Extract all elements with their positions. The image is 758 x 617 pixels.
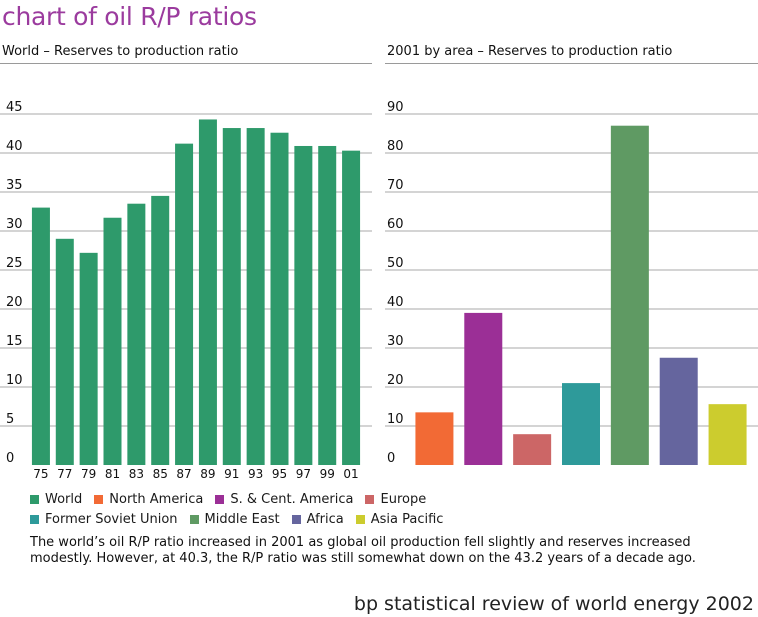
right-chart-title: 2001 by area – Reserves to production ra… <box>387 44 673 59</box>
legend-label: Europe <box>380 491 427 507</box>
caption-text: The world’s oil R/P ratio increased in 2… <box>30 535 696 566</box>
legend-item-asia-pacific: Asia Pacific <box>355 511 444 527</box>
x-tick-label: 91 <box>224 467 239 481</box>
bar-81 <box>103 217 122 465</box>
bar-europe <box>513 434 552 465</box>
x-tick-label: 81 <box>105 467 120 481</box>
x-tick-label: 89 <box>200 467 215 481</box>
y-tick-label: 50 <box>387 256 404 271</box>
x-tick-label: 99 <box>320 467 335 481</box>
bar-95 <box>270 132 289 465</box>
bar-africa <box>659 357 698 465</box>
y-tick-label: 35 <box>6 178 23 193</box>
x-tick-label: 83 <box>129 467 144 481</box>
legend-swatch <box>30 494 39 504</box>
footer-source: bp statistical review of world energy 20… <box>353 593 754 615</box>
legend-swatch <box>94 494 104 504</box>
x-tick-label: 95 <box>272 467 287 481</box>
legend-item-europe: Europe <box>365 492 426 507</box>
x-tick-label: 93 <box>248 467 263 481</box>
y-tick-label: 0 <box>387 451 395 466</box>
legend-swatch <box>215 494 225 504</box>
bar-87 <box>175 143 194 465</box>
bar-85 <box>151 195 170 465</box>
bar-97 <box>294 145 313 466</box>
y-tick-label: 45 <box>6 100 23 115</box>
bar-89 <box>198 119 217 466</box>
x-tick-label: 01 <box>343 467 358 481</box>
legend-label: Asia Pacific <box>370 511 444 527</box>
x-tick-label: 75 <box>33 467 48 481</box>
bar-99 <box>318 145 337 466</box>
world-rp-chart: 0 5 10 15 20 25 30 35 40 45 75 77 79 81 83 85 87 89 91 93 95… <box>0 100 372 481</box>
bar-93 <box>246 128 265 466</box>
bar-79 <box>79 252 98 465</box>
legend-item-africa: Africa <box>291 511 344 527</box>
legend-item-north-america: North America <box>94 492 203 507</box>
legend-swatch <box>189 514 199 524</box>
bar-75 <box>31 207 50 465</box>
x-tick-label: 79 <box>81 467 96 481</box>
legend-item-former-soviet-union: Former Soviet Union <box>30 512 178 527</box>
legend: World North America S. & Cent. America Euro… <box>30 489 490 529</box>
y-tick-label: 30 <box>387 334 404 349</box>
x-tick-label: 87 <box>176 467 191 481</box>
legend-item-middle-east: Middle East <box>189 511 280 527</box>
y-tick-label: 60 <box>387 217 404 232</box>
bar-middle-east <box>610 125 649 465</box>
y-tick-label: 40 <box>6 139 23 154</box>
y-tick-label: 10 <box>6 373 23 388</box>
legend-label: S. & Cent. America <box>230 491 354 507</box>
bar-asia-pacific <box>708 404 747 465</box>
bar-north-america <box>415 412 454 465</box>
y-tick-label: 0 <box>6 451 14 466</box>
legend-label: North America <box>109 491 204 507</box>
legend-label: Former Soviet Union <box>45 511 178 527</box>
bar-77 <box>55 238 74 465</box>
bar-s-cent-america <box>464 312 503 465</box>
x-tick-label: 77 <box>57 467 72 481</box>
legend-label: World <box>45 491 83 507</box>
x-tick-label: 97 <box>296 467 311 481</box>
legend-swatch <box>30 514 39 524</box>
legend-swatch <box>355 514 365 524</box>
legend-label: Middle East <box>204 511 280 527</box>
legend-label: Africa <box>306 511 344 527</box>
bar-91 <box>222 128 241 466</box>
bar-former-soviet-union <box>562 383 600 465</box>
y-tick-label: 30 <box>6 217 23 232</box>
area-rp-chart: 0 10 20 30 40 50 60 70 80 90 <box>385 100 758 466</box>
y-tick-label: 15 <box>6 334 23 349</box>
x-tick-label: 85 <box>153 467 168 481</box>
y-tick-label: 80 <box>387 139 404 154</box>
y-tick-label: 25 <box>6 256 23 271</box>
y-tick-label: 10 <box>387 412 404 427</box>
y-tick-label: 20 <box>6 295 23 310</box>
y-tick-label: 5 <box>6 412 14 427</box>
legend-swatch <box>365 494 375 504</box>
bar-83 <box>127 203 146 465</box>
y-tick-label: 40 <box>387 295 404 310</box>
legend-item-world: World <box>30 492 82 507</box>
legend-swatch <box>291 514 301 524</box>
page-title: chart of oil R/P ratios <box>2 2 257 31</box>
y-tick-label: 20 <box>387 373 404 388</box>
legend-row-2: Former Soviet Union Middle East Africa Asia… <box>30 509 490 529</box>
bar-01 <box>342 150 361 465</box>
y-tick-label: 90 <box>387 100 404 115</box>
left-chart-title: World – Reserves to production ratio <box>2 44 239 59</box>
y-tick-label: 70 <box>387 178 404 193</box>
legend-row-1: World North America S. & Cent. America Euro… <box>30 489 490 509</box>
left-title-rule <box>0 63 372 64</box>
right-title-rule <box>385 63 758 64</box>
legend-item-s-cent-america: S. & Cent. America <box>215 492 353 507</box>
